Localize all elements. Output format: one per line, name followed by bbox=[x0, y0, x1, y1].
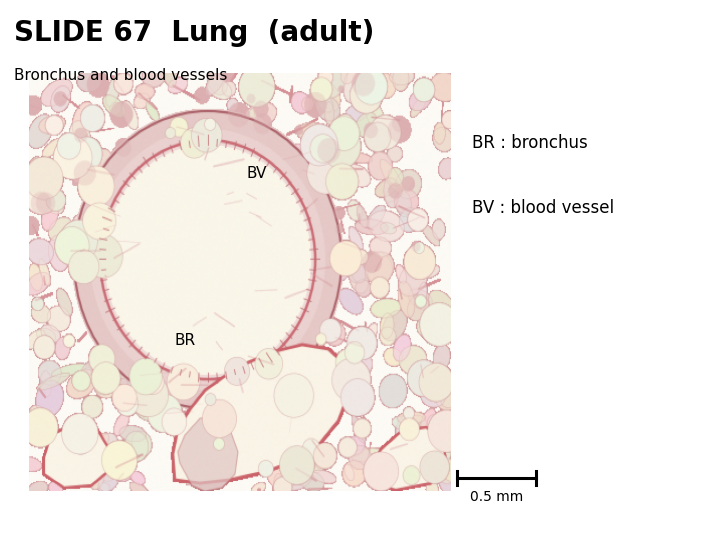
Text: BR: BR bbox=[174, 333, 195, 348]
Text: BR : bronchus: BR : bronchus bbox=[472, 134, 588, 152]
Text: BV : blood vessel: BV : blood vessel bbox=[472, 199, 613, 217]
Text: SLIDE 67  Lung  (adult): SLIDE 67 Lung (adult) bbox=[14, 19, 375, 47]
Text: BV: BV bbox=[246, 166, 266, 181]
Text: 0.5 mm: 0.5 mm bbox=[470, 490, 523, 504]
Text: Bronchus and blood vessels: Bronchus and blood vessels bbox=[14, 68, 228, 83]
